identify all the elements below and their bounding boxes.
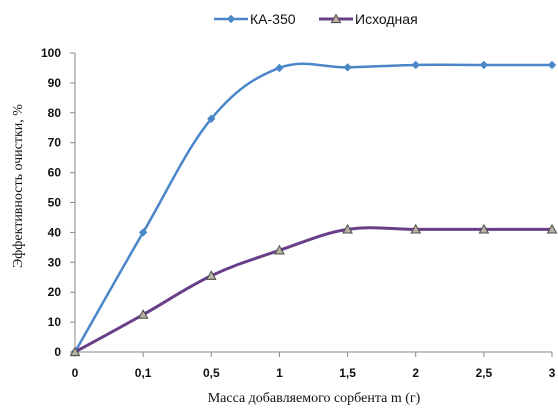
legend-item: Исходная — [319, 11, 418, 27]
data-point — [342, 223, 353, 234]
y-tick-label: 0 — [54, 345, 61, 359]
legend: КА-350 Исходная — [214, 11, 418, 27]
data-point — [275, 63, 284, 73]
data-point — [205, 270, 217, 280]
y-tick-label: 20 — [48, 285, 62, 299]
legend-label: КА-350 — [250, 11, 296, 27]
series-2 — [69, 223, 558, 357]
data-point — [547, 60, 557, 70]
x-tick-labels: 0 0,1 0,5 1 1,5 2 2,5 3 — [72, 366, 556, 380]
x-axis-title: Масса добавляемого сорбента m (г) — [208, 391, 421, 406]
data-point — [138, 228, 148, 237]
data-point — [410, 223, 422, 234]
y-tick-label: 10 — [48, 315, 62, 329]
y-tick-label: 100 — [41, 46, 61, 60]
y-axis-title: Эффективность очистки, % — [11, 104, 26, 268]
series-layer — [69, 60, 558, 357]
data-point — [207, 114, 216, 123]
data-point — [479, 60, 489, 70]
data-point — [274, 244, 285, 255]
y-tick-label: 50 — [48, 196, 62, 210]
y-tick-label: 40 — [48, 225, 62, 239]
x-tick-label: 1,5 — [339, 366, 356, 380]
legend-label: Исходная — [355, 11, 418, 27]
y-tick-label: 80 — [48, 106, 62, 120]
y-tick-label: 70 — [48, 136, 62, 150]
x-tick-label: 0,5 — [203, 366, 220, 380]
y-tick-label: 60 — [48, 166, 62, 180]
legend-item: КА-350 — [214, 11, 296, 27]
legend-marker — [226, 14, 236, 24]
data-point — [546, 223, 558, 234]
series-line — [74, 226, 552, 354]
y-tick-labels: 0 10 20 30 40 50 60 70 80 90 100 — [41, 46, 61, 359]
series-line — [73, 62, 552, 353]
data-point — [69, 346, 81, 357]
data-point — [343, 63, 352, 72]
y-tick-label: 30 — [48, 255, 62, 269]
x-tick-label: 0,1 — [135, 366, 152, 380]
data-point — [478, 223, 490, 234]
data-point — [137, 309, 149, 319]
x-tick-label: 1 — [276, 366, 283, 380]
legend-marker — [330, 13, 342, 24]
y-tick-label: 90 — [48, 76, 62, 90]
x-tick-label: 0 — [72, 366, 79, 380]
data-point — [411, 60, 420, 70]
x-tick-label: 2 — [412, 366, 419, 380]
x-tick-label: 3 — [549, 366, 556, 380]
x-tick-label: 2,5 — [476, 366, 493, 380]
